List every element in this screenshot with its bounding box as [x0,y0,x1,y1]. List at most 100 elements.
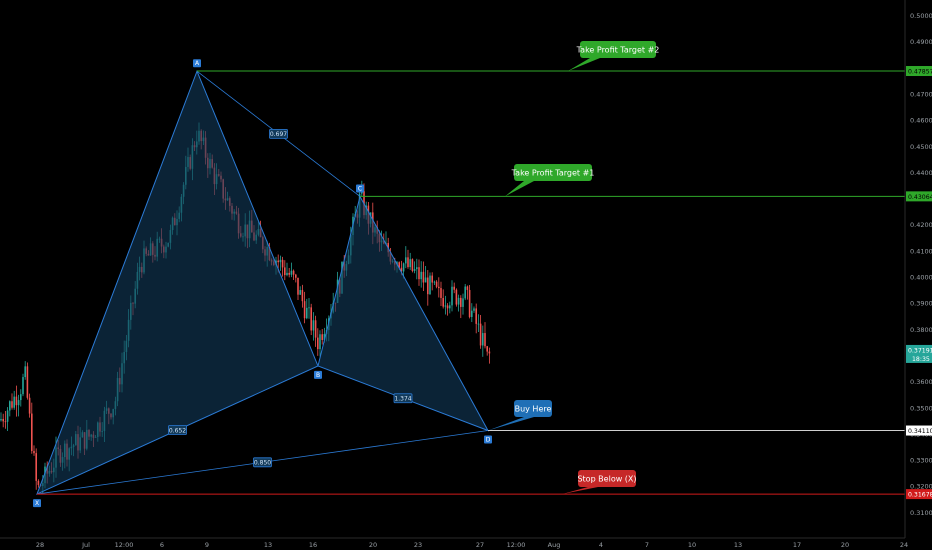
callout-pointer [488,417,534,431]
candle-down [284,267,286,276]
price-tick-label: 0.490000 [910,38,932,46]
time-tick-label: 20 [841,541,849,549]
candle-up [409,259,411,268]
candle-down [28,397,31,414]
candle-down [440,288,442,298]
candle-up [477,323,480,325]
candle-up [9,401,11,411]
price-level-badge [906,66,932,77]
candle-down [35,453,37,481]
time-tick-label: 28 [36,541,44,549]
time-tick-label: 24 [900,541,908,549]
candle-up [17,400,20,406]
candle-up [0,418,2,421]
candle-down [321,334,323,341]
ratio-label-box [269,128,288,139]
time-tick-label: 9 [205,541,209,549]
candle-down [431,275,433,283]
callout-label: Buy Here [515,405,552,414]
candle-up [457,297,460,305]
candle-up [433,281,436,283]
candle-down [314,320,317,338]
callout-box[interactable] [514,400,552,417]
pivot-label-box [356,184,364,193]
candle-down [2,418,4,422]
candle-down [422,271,425,283]
ratio-label: 1.374 [394,396,411,403]
candle-down [26,366,29,398]
candle-down [466,286,469,290]
callout-box[interactable] [580,41,656,58]
candle-down [15,396,18,406]
price-tick-label: 0.310000 [910,509,932,517]
candle-down [484,333,486,347]
price-tick-label: 0.470000 [910,90,932,98]
callout-label: Take Profit Target #2 [576,46,660,55]
candle-down [301,290,304,302]
candle-down [33,450,35,454]
candle-down [479,323,482,346]
candle-down [11,401,13,408]
candle-down [277,260,279,263]
candle-down [281,259,284,268]
candle-down [468,289,471,317]
last-price-badge [906,344,932,363]
pivot-label: A [195,60,200,67]
callout-label: Stop Below (X) [577,475,636,484]
candle-down [460,297,462,307]
candle-up [451,286,453,306]
candle-up [449,305,451,309]
candle-up [323,334,326,341]
time-tick-label: 17 [793,541,801,549]
time-tick-label: 10 [688,541,696,549]
time-tick-label: 6 [160,541,164,549]
price-tick-label: 0.390000 [910,300,932,308]
price-levels [37,70,905,495]
candle-down [475,308,477,324]
time-tick-label: 12:00 [115,541,134,549]
callouts-layer: Take Profit Target #2 Take Profit Target … [488,41,660,495]
callout-pointer [568,58,600,72]
candle-down [4,421,7,423]
time-axis[interactable]: 28 Jul 12:00 6 9 13 16 20 23 27 12:00 Aug 4 7 10 13 17 20… [36,541,908,549]
candle-down [303,301,306,319]
candle-up [279,259,282,263]
price-tick-label: 0.360000 [910,378,932,386]
price-tick-label: 0.410000 [910,247,932,255]
candle-up [473,308,475,311]
pivot-label: C [358,185,362,192]
price-tick-label: 0.330000 [910,457,932,465]
callout-box[interactable] [514,164,592,181]
candle-down [488,351,491,354]
callout-box[interactable] [578,470,636,487]
callout-label: Take Profit Target #1 [511,169,595,178]
candle-up [424,277,427,283]
ratio-label-box [393,393,413,404]
price-tick-label: 0.400000 [910,274,932,282]
candle-up [444,305,447,307]
price-tick-label: 0.450000 [910,143,932,151]
candle-up [286,272,288,276]
time-tick-label: 23 [414,541,422,549]
candle-down [427,277,429,295]
candle-up [20,394,22,401]
price-level-badge-text: 0.478579 [908,69,932,76]
candle-down [453,286,455,290]
candle-up [290,270,293,275]
time-tick-label: 20 [369,541,377,549]
candle-down [398,262,400,268]
candle-down [295,274,297,278]
time-tick-label: 13 [734,541,742,549]
candle-down [292,270,295,275]
candle-down [418,267,420,280]
candle-up [306,307,308,319]
countdown-text: 18:35 [912,356,930,363]
callout-pointer [562,487,598,495]
pivot-label: B [316,372,320,379]
candle-down [411,259,414,271]
time-tick-label: Jul [81,541,90,549]
candle-down [438,286,440,289]
price-level-badge [906,489,932,500]
